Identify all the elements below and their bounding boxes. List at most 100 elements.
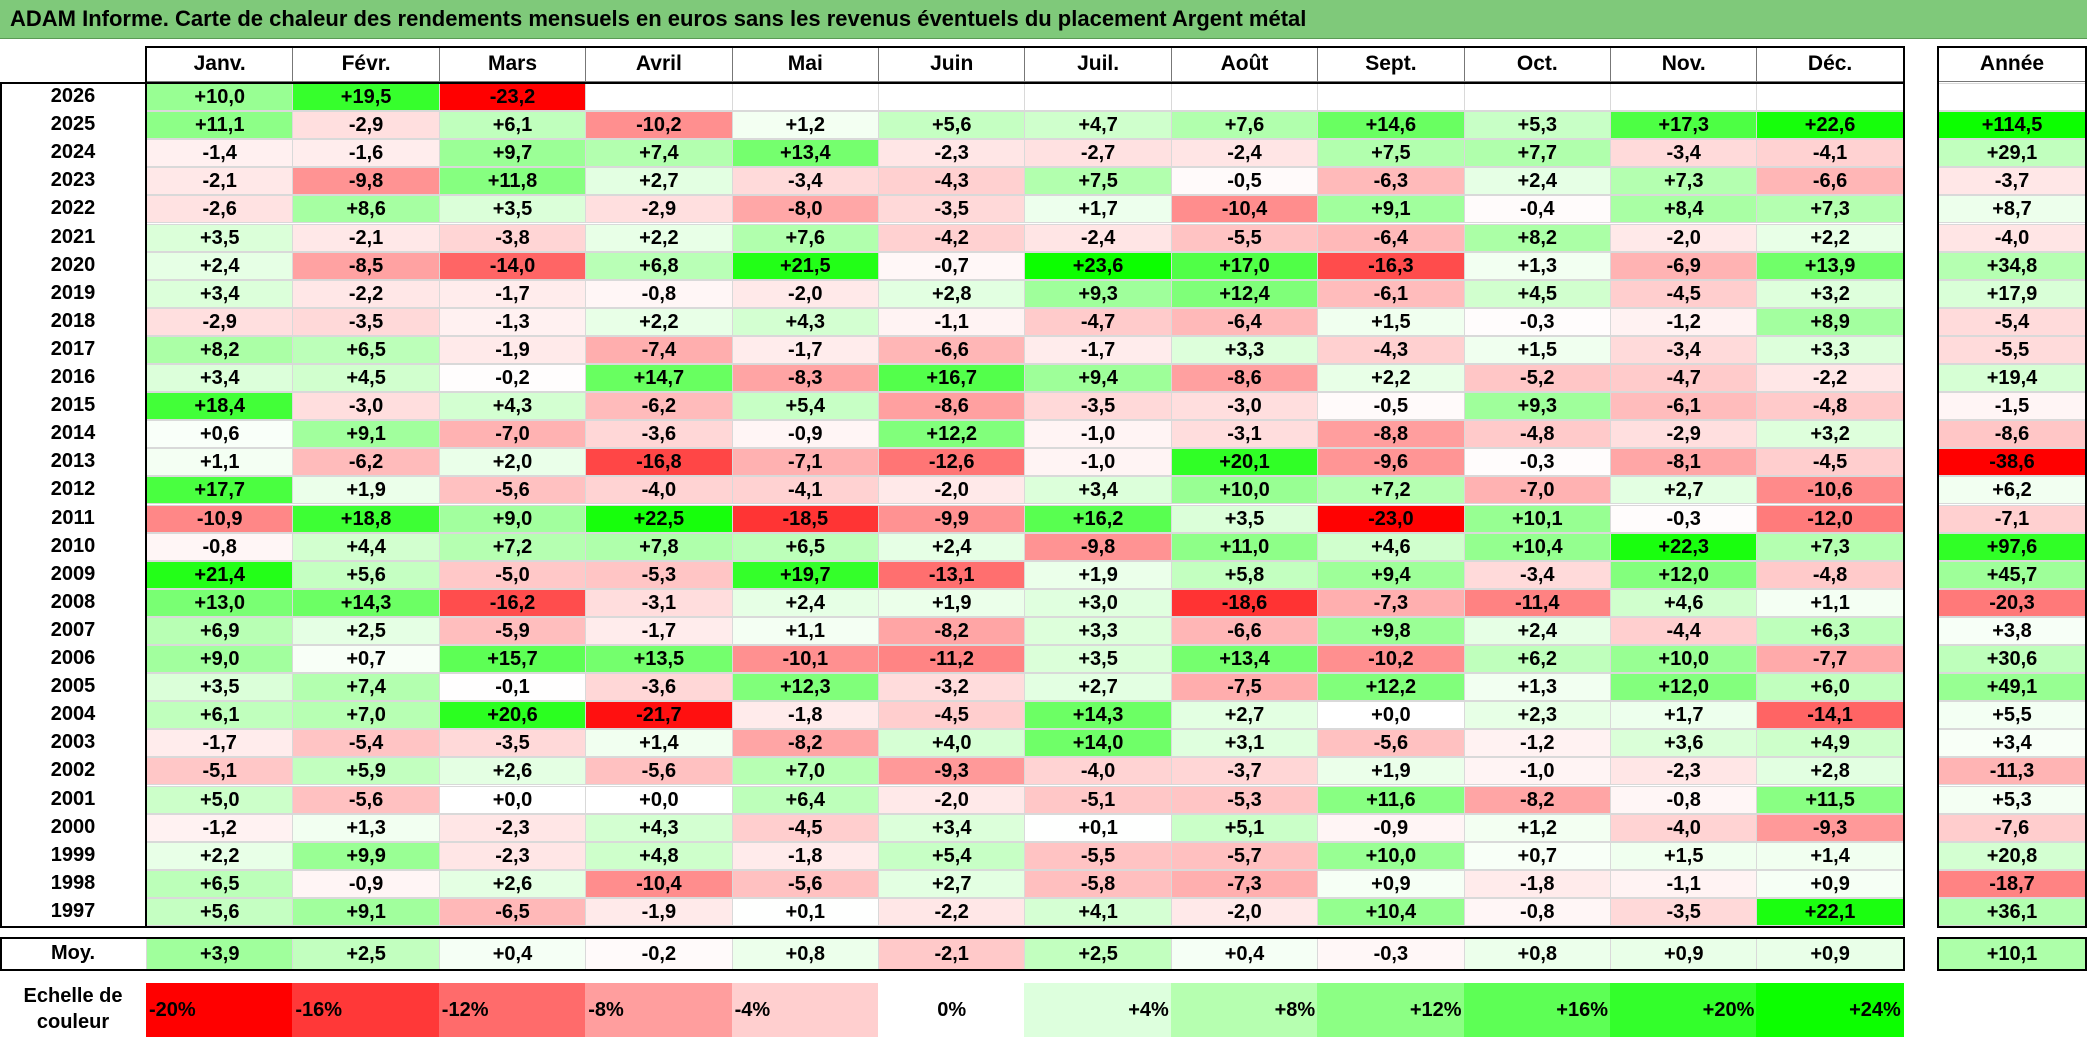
- annual-cell: +114,5: [1938, 111, 2086, 140]
- heatmap-cell: +3,5: [146, 223, 294, 252]
- heatmap-cell: -3,5: [438, 729, 587, 758]
- heatmap-cell: -0,5: [1317, 392, 1465, 421]
- heatmap-cell: -16,8: [585, 448, 733, 477]
- average-cell: +0,4: [1170, 938, 1319, 970]
- heatmap-cell: +6,9: [146, 616, 294, 645]
- average-cell: +0,9: [1610, 938, 1758, 970]
- heatmap-cell: -4,3: [878, 167, 1026, 196]
- heatmap-cell: +5,9: [292, 757, 440, 786]
- heatmap-cell: +3,1: [1170, 729, 1319, 758]
- heatmap-cell: +14,6: [1317, 111, 1465, 140]
- heatmap-cell: +10,4: [1317, 897, 1465, 926]
- heatmap-cell: -9,8: [1024, 532, 1172, 561]
- heatmap-cell: +3,5: [1024, 645, 1172, 674]
- heatmap-cell: +14,0: [1024, 729, 1172, 758]
- heatmap-cell: -2,9: [146, 307, 294, 336]
- heatmap-cell: +20,6: [438, 701, 587, 730]
- heatmap-cell: +2,2: [1756, 223, 1904, 252]
- heatmap-cell: +16,2: [1024, 504, 1172, 533]
- heatmap-cell: +17,3: [1610, 111, 1758, 140]
- heatmap-cell: +11,1: [146, 111, 294, 140]
- heatmap-cell: +9,8: [1317, 616, 1465, 645]
- heatmap-cell: [1170, 83, 1319, 112]
- heatmap-cell: -2,1: [292, 223, 440, 252]
- heatmap-cell: +3,5: [438, 195, 587, 224]
- heatmap-cell: +2,6: [438, 869, 587, 898]
- heatmap-cell: +5,8: [1170, 560, 1319, 589]
- heatmap-cell: -1,0: [1463, 757, 1611, 786]
- heatmap-cell: +3,5: [146, 673, 294, 702]
- year-label: 1999: [0, 841, 146, 870]
- annual-cell: +29,1: [1938, 139, 2086, 168]
- heatmap-cell: -16,3: [1317, 251, 1465, 280]
- heatmap-cell: [1317, 83, 1465, 112]
- heatmap-cell: -2,0: [878, 785, 1026, 814]
- heatmap-cell: -4,0: [1024, 757, 1172, 786]
- heatmap-cell: +8,2: [1463, 223, 1611, 252]
- heatmap-cell: +7,4: [585, 139, 733, 168]
- heatmap-cell: -3,0: [1170, 392, 1319, 421]
- heatmap-cell: +4,5: [1463, 279, 1611, 308]
- month-header: Juin: [878, 46, 1026, 82]
- year-label: 2003: [0, 729, 146, 758]
- year-label: 2006: [0, 645, 146, 674]
- year-label: 2008: [0, 588, 146, 617]
- year-label: 2010: [0, 532, 146, 561]
- heatmap-cell: +4,3: [585, 813, 733, 842]
- heatmap-cell: -5,7: [1170, 841, 1319, 870]
- scale-step: -16%: [292, 983, 440, 1037]
- heatmap-cell: -0,8: [585, 279, 733, 308]
- heatmap-cell: -0,9: [292, 869, 440, 898]
- heatmap-cell: -3,0: [292, 392, 440, 421]
- heatmap-cell: -6,1: [1317, 279, 1465, 308]
- month-header: Janv.: [146, 46, 294, 82]
- heatmap-cell: +5,3: [1463, 111, 1611, 140]
- heatmap-cell: +13,5: [585, 645, 733, 674]
- heatmap-cell: -4,5: [1610, 279, 1758, 308]
- heatmap-cell: +6,2: [1463, 645, 1611, 674]
- heatmap-cell: +1,5: [1317, 307, 1465, 336]
- heatmap-cell: -5,1: [146, 757, 294, 786]
- heatmap-cell: -1,0: [1024, 420, 1172, 449]
- heatmap-cell: +19,5: [292, 83, 440, 112]
- annual-cell: -20,3: [1938, 588, 2086, 617]
- heatmap-cell: -4,8: [1463, 420, 1611, 449]
- month-header: Déc.: [1756, 46, 1904, 82]
- heatmap-cell: [585, 83, 733, 112]
- heatmap-cell: -14,1: [1756, 701, 1904, 730]
- annual-cell: -4,0: [1938, 223, 2086, 252]
- heatmap-cell: -8,6: [878, 392, 1026, 421]
- heatmap-cell: -4,0: [585, 476, 733, 505]
- chart-title: ADAM Informe. Carte de chaleur des rende…: [10, 6, 1307, 31]
- heatmap-cell: +6,5: [292, 335, 440, 364]
- heatmap-cell: +1,3: [292, 813, 440, 842]
- annual-cell: +49,1: [1938, 673, 2086, 702]
- heatmap-cell: +1,9: [292, 476, 440, 505]
- heatmap-cell: -3,2: [878, 673, 1026, 702]
- heatmap-cell: +2,4: [1463, 167, 1611, 196]
- year-label: 2004: [0, 701, 146, 730]
- heatmap-cell: -10,2: [1317, 645, 1465, 674]
- heatmap-cell: +1,9: [1317, 757, 1465, 786]
- heatmap-cell: -1,0: [1024, 448, 1172, 477]
- heatmap-cell: +2,2: [1317, 364, 1465, 393]
- year-label: 2007: [0, 616, 146, 645]
- year-label: 1997: [0, 897, 146, 926]
- average-cell: +0,9: [1756, 938, 1904, 970]
- year-label: 1998: [0, 869, 146, 898]
- heatmap-cell: -1,7: [146, 729, 294, 758]
- year-label: 2019: [0, 279, 146, 308]
- heatmap-cell: -0,8: [1463, 897, 1611, 926]
- heatmap-cell: +0,6: [146, 420, 294, 449]
- heatmap-cell: +2,3: [1463, 701, 1611, 730]
- heatmap-cell: +3,4: [878, 813, 1026, 842]
- heatmap-cell: +3,3: [1756, 335, 1904, 364]
- heatmap-cell: +3,4: [146, 364, 294, 393]
- heatmap-cell: -1,4: [146, 139, 294, 168]
- heatmap-cell: +1,7: [1024, 195, 1172, 224]
- heatmap-cell: -10,4: [1170, 195, 1319, 224]
- heatmap-cell: +17,0: [1170, 251, 1319, 280]
- heatmap-cell: +6,5: [731, 532, 879, 561]
- heatmap-cell: +9,4: [1024, 364, 1172, 393]
- year-total-header: Année: [1938, 46, 2086, 82]
